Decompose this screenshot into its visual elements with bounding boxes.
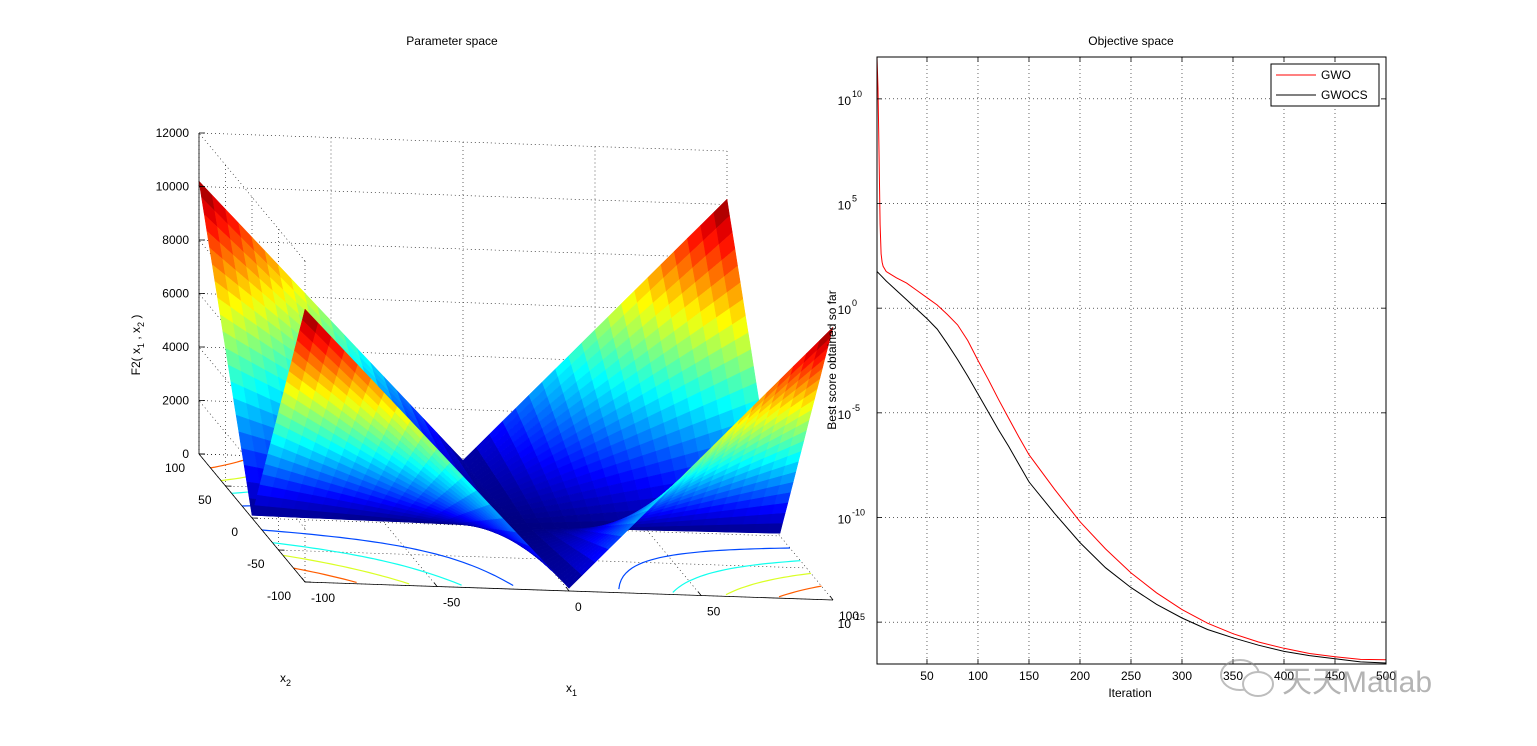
contour-line [272,542,462,586]
x1-tick-label: -100 [311,591,335,605]
surface-plot-title: Parameter space [406,34,498,48]
surface-zlabel: F2( x1 , x2 ) [129,315,146,376]
grid-line-z-right [198,239,728,259]
x1-tick-label: 100 [839,609,859,623]
convergence-xlabel: Iteration [1108,686,1151,700]
surface-patch [766,522,783,534]
x-tick-label: 400 [1274,669,1294,683]
x-tick-label: 150 [1019,669,1039,683]
convergence-series [876,56,1387,664]
y-tick-label: 10 [838,408,852,422]
x1-tick-mark [829,595,834,601]
surface-xlabel: x1 [566,681,577,698]
x1-tick-label: 0 [575,600,582,614]
surface-zlabel-sub2: 2 [136,322,146,327]
surface-zlabel-part1: F2( x [129,348,143,375]
y-tick-label: 10 [838,94,852,108]
series-line-gwocs [876,271,1387,664]
convergence-ylabel: Best score obtained so far [825,290,839,429]
x-tick-label: 200 [1070,669,1090,683]
x1-tick-mark [565,586,570,592]
x1-tick-mark [433,582,438,587]
x-tick-label: 50 [920,669,934,683]
y-tick-exponent: -15 [852,612,865,622]
convergence-plot-title: Objective space [1088,34,1174,48]
x-tick-label: 350 [1223,669,1243,683]
convergence-plot: Objective space 50 100 150 200 250 300 350 400 4… [825,34,1396,700]
x-tick-label: 300 [1172,669,1192,683]
x1-tick-label: -50 [443,596,461,610]
y-tick-exponent: 5 [852,194,857,204]
plot-background [877,57,1386,664]
y-tick-label: 10 [838,512,852,526]
y-tick-exponent: 0 [852,298,857,308]
z-tick-label: 6000 [162,287,189,301]
x1-tick-mark [301,577,306,583]
x2-tick-label: 50 [198,493,212,507]
y-tick-label: 10 [838,303,852,317]
y-tick-exponent: -5 [852,403,860,413]
contour-line [618,547,791,590]
surface-tick-labels: 020004000600080001000012000-100-50050100… [156,126,860,623]
surface-mesh [198,180,834,589]
plot-frame [876,56,1387,665]
surface-ylabel-text: x [280,671,286,685]
surface-patch [816,326,834,351]
y-tick-exponent: -10 [852,507,865,517]
y-tick-label: 10 [838,199,852,213]
x-tick-label: 500 [1376,669,1396,683]
z-tick-label: 4000 [162,340,189,354]
series-line-gwo [876,56,1387,661]
contour-line [261,529,514,587]
z-tick-label: 12000 [156,126,190,140]
surface-patch [769,512,786,524]
y-tick-label: 10 [838,617,852,631]
x2-tick-label: -50 [247,557,265,571]
contour-line [672,560,801,593]
surface-plot: Parameter space 020004000600080001000012… [129,34,859,698]
surface-ylabel: x2 [280,671,291,688]
x2-tick-label: 100 [165,461,185,475]
x-tick-label: 250 [1121,669,1141,683]
z-tick-label: 0 [182,447,189,461]
y-tick-exponent: 10 [852,89,862,99]
legend-label-gwocs: GWOCS [1321,88,1368,102]
grid-line-z-right [198,186,728,205]
x1-tick-mark [697,591,702,596]
wechat-icon-bubble [1242,671,1274,697]
surface-zlabel-part3: ) [129,315,143,322]
x-tick-label: 450 [1325,669,1345,683]
grid-line-z-right [198,132,728,152]
x1-tick-label: 50 [707,605,721,619]
z-tick-label: 8000 [162,233,189,247]
surface-zlabel-sub1: 1 [136,343,146,348]
legend: GWO GWOCS [1270,63,1380,107]
legend-box [1270,63,1380,107]
contour-line [778,585,822,598]
watermark-text: 天天Matlab [1282,666,1432,699]
watermark: 天天Matlab [1220,659,1432,699]
legend-label-gwo: GWO [1321,68,1351,82]
surface-ylabel-sub: 2 [286,678,291,688]
surface-xlabel-text: x [566,681,572,695]
x-tick-label: 100 [968,669,988,683]
surface-zlabel-part2: , x [129,327,143,343]
x2-tick-label: -100 [267,589,291,603]
contour-line [282,554,410,585]
contour-line [293,567,357,583]
z-tick-label: 2000 [162,394,189,408]
surface-xlabel-sub: 1 [572,688,577,698]
x2-tick-label: 0 [231,525,238,539]
z-tick-label: 10000 [156,180,190,194]
contour-line [725,572,812,596]
